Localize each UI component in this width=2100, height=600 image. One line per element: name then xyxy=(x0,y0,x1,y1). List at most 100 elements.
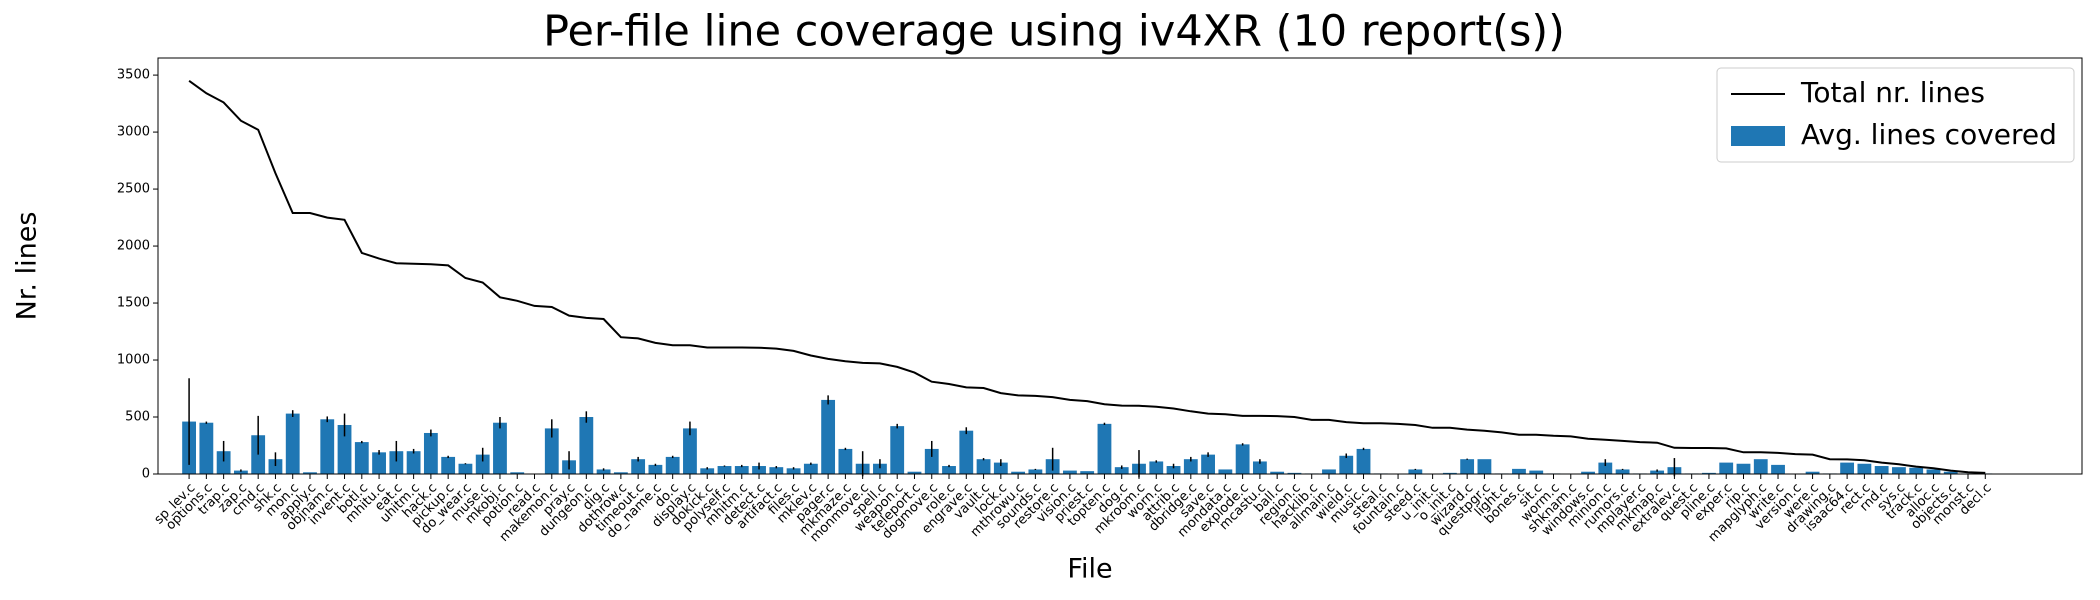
bar xyxy=(320,419,335,474)
y-tick-label: 0 xyxy=(142,467,150,482)
bar xyxy=(441,456,456,474)
bar xyxy=(199,422,214,474)
y-tick-label: 3500 xyxy=(117,68,150,83)
bar xyxy=(942,466,956,474)
bar xyxy=(285,413,300,474)
y-tick-label: 1500 xyxy=(117,296,150,311)
bar xyxy=(1926,469,1941,474)
bar xyxy=(268,459,283,474)
bar xyxy=(1702,472,1716,474)
bar xyxy=(665,456,680,474)
bar xyxy=(1201,454,1215,474)
bar xyxy=(1097,423,1112,474)
bar xyxy=(1909,467,1924,474)
bar xyxy=(1356,448,1371,474)
bar xyxy=(1650,470,1665,474)
bar xyxy=(1874,466,1889,474)
bar xyxy=(803,463,818,474)
y-tick-label: 2000 xyxy=(117,239,150,254)
bar xyxy=(1477,459,1492,474)
bar xyxy=(579,417,594,474)
bar xyxy=(1598,462,1613,474)
bar xyxy=(821,399,836,474)
bar xyxy=(1512,468,1526,474)
bar xyxy=(1287,472,1302,474)
bar xyxy=(1235,444,1250,474)
y-tick-label: 1000 xyxy=(117,353,150,368)
bar xyxy=(1805,471,1820,474)
bar xyxy=(544,428,559,474)
bar xyxy=(1028,469,1043,474)
bar xyxy=(1166,466,1181,474)
bar xyxy=(1114,467,1129,474)
bar xyxy=(423,432,438,474)
bar xyxy=(354,442,369,474)
bar xyxy=(890,426,905,474)
bar xyxy=(613,472,628,474)
bar xyxy=(924,448,939,474)
bar xyxy=(1183,459,1198,474)
bar xyxy=(1857,463,1872,474)
bar xyxy=(1753,459,1768,474)
bar xyxy=(372,452,386,474)
bar xyxy=(1892,467,1906,474)
y-tick-label: 2500 xyxy=(117,182,150,197)
bar xyxy=(406,451,421,474)
line xyxy=(188,79,1986,474)
chart-title: Per-file line coverage using iv4XR (10 r… xyxy=(543,7,1565,57)
bar xyxy=(838,448,853,474)
bar xyxy=(1529,470,1544,474)
bar xyxy=(1442,472,1457,474)
bar xyxy=(1615,469,1630,474)
bar xyxy=(1252,461,1267,474)
bar xyxy=(1218,469,1233,474)
bar xyxy=(337,424,352,474)
bar xyxy=(1011,471,1026,474)
bar xyxy=(734,466,749,474)
bar xyxy=(389,451,404,474)
bar xyxy=(976,459,991,474)
bar xyxy=(1581,471,1595,474)
bar xyxy=(1943,471,1958,474)
bar xyxy=(1270,471,1285,474)
bar xyxy=(493,422,507,474)
bar xyxy=(1719,462,1734,474)
bar xyxy=(1080,471,1095,474)
legend-label: Total nr. lines xyxy=(1800,76,1985,109)
bar xyxy=(1339,455,1354,474)
bar xyxy=(303,472,317,474)
legend-box xyxy=(1716,67,2075,163)
plot-frame xyxy=(157,57,2083,475)
bar xyxy=(1771,464,1785,474)
bar xyxy=(683,428,697,474)
bar xyxy=(1149,461,1164,474)
y-tick-label: 3000 xyxy=(117,125,150,140)
bar xyxy=(1736,463,1751,474)
bar xyxy=(510,472,525,474)
bar xyxy=(873,463,887,474)
bar xyxy=(752,466,766,474)
bar xyxy=(596,469,611,474)
bar xyxy=(458,463,473,474)
y-tick-label: 500 xyxy=(125,410,150,425)
x-axis-label: File xyxy=(1067,554,1112,585)
bar xyxy=(1840,462,1855,474)
bar xyxy=(1322,469,1336,474)
bar xyxy=(1408,469,1423,474)
legend-label: Avg. lines covered xyxy=(1801,118,2057,151)
bar xyxy=(475,454,490,474)
bar xyxy=(786,468,801,474)
legend-swatch xyxy=(1731,126,1785,146)
bar xyxy=(1460,459,1475,474)
bar xyxy=(700,468,715,474)
bar xyxy=(717,466,732,474)
bar xyxy=(959,430,974,474)
bar xyxy=(993,462,1008,474)
bar xyxy=(907,471,922,474)
bar xyxy=(216,451,231,474)
y-axis-label: Nr. lines xyxy=(12,212,43,321)
bar xyxy=(233,470,248,474)
bar xyxy=(769,467,784,474)
